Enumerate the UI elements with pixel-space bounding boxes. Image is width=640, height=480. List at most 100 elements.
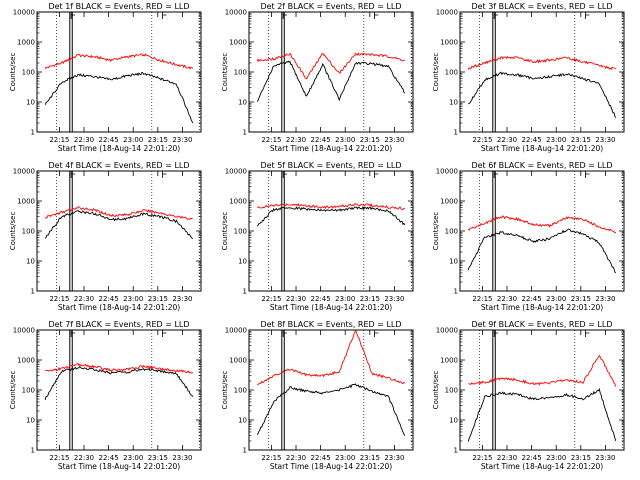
y-tick-label: 100 bbox=[234, 387, 247, 395]
y-tick-label: 10 bbox=[238, 99, 247, 107]
series-lld-line bbox=[256, 202, 405, 211]
x-tick-label: 23:30 bbox=[595, 136, 615, 144]
segment-marker bbox=[374, 329, 380, 337]
x-tick-label: 23:15 bbox=[571, 136, 591, 144]
y-tick-label: 10000 bbox=[436, 168, 458, 176]
x-tick-label: 23:15 bbox=[571, 454, 591, 462]
y-tick-label: 1 bbox=[31, 447, 35, 455]
x-tick-label: 23:00 bbox=[546, 454, 566, 462]
x-tick-label: 22:30 bbox=[497, 136, 517, 144]
y-tick-label: 100 bbox=[22, 387, 35, 395]
y-tick-label: 10000 bbox=[13, 327, 35, 335]
x-tick-label: 23:15 bbox=[360, 136, 380, 144]
x-tick-label: 23:15 bbox=[360, 295, 380, 303]
x-tick-label: 23:15 bbox=[360, 454, 380, 462]
segment-marker bbox=[493, 11, 500, 19]
x-tick-label: 22:15 bbox=[261, 295, 281, 303]
y-tick-label: 100 bbox=[445, 228, 458, 236]
y-axis-label: Counts/sec bbox=[432, 53, 440, 92]
segment-marker bbox=[162, 329, 168, 337]
y-tick-label: 10000 bbox=[436, 327, 458, 335]
y-axis-label: Counts/sec bbox=[9, 371, 17, 410]
x-tick-label: 22:30 bbox=[74, 454, 94, 462]
y-tick-label: 1 bbox=[243, 447, 247, 455]
segment-marker bbox=[493, 170, 500, 178]
y-tick-label: 10 bbox=[26, 99, 35, 107]
x-tick-label: 23:30 bbox=[384, 136, 404, 144]
x-tick-label: 23:00 bbox=[123, 136, 143, 144]
axes-frame bbox=[248, 11, 414, 133]
y-tick-label: 10 bbox=[26, 258, 35, 266]
segment-marker bbox=[70, 170, 77, 178]
y-tick-label: 1000 bbox=[440, 198, 458, 206]
y-tick-label: 1 bbox=[243, 288, 247, 296]
x-axis-label: Start Time (18-Aug-14 22:01:20) bbox=[270, 462, 392, 471]
y-tick-label: 1000 bbox=[229, 357, 247, 365]
y-tick-label: 1000 bbox=[17, 357, 35, 365]
series-events-line bbox=[467, 228, 617, 274]
x-axis-label: Start Time (18-Aug-14 22:01:20) bbox=[481, 144, 603, 153]
x-tick-label: 23:30 bbox=[172, 136, 192, 144]
series-lld-line bbox=[44, 206, 193, 220]
segment-marker bbox=[282, 329, 289, 337]
series-events-line bbox=[44, 209, 194, 240]
y-axis-label: Counts/sec bbox=[9, 53, 17, 92]
axes-frame bbox=[459, 170, 625, 292]
x-axis-label: Start Time (18-Aug-14 22:01:20) bbox=[270, 303, 392, 312]
segment-marker bbox=[374, 170, 380, 178]
x-tick-label: 23:00 bbox=[123, 295, 143, 303]
x-axis-label: Start Time (18-Aug-14 22:01:20) bbox=[58, 462, 180, 471]
y-tick-label: 10000 bbox=[225, 9, 247, 17]
series-lld-line bbox=[257, 329, 406, 386]
x-tick-label: 23:00 bbox=[123, 454, 143, 462]
x-tick-label: 22:15 bbox=[472, 295, 492, 303]
axes-frame bbox=[248, 170, 414, 292]
x-tick-label: 23:00 bbox=[335, 454, 355, 462]
x-tick-label: 23:00 bbox=[335, 295, 355, 303]
x-tick-label: 22:45 bbox=[99, 136, 119, 144]
series-events-line bbox=[44, 365, 194, 401]
series-lld-line bbox=[467, 215, 617, 234]
chart-title: Det 1f BLACK = Events, RED = LLD bbox=[48, 2, 189, 11]
series-events-line bbox=[256, 205, 406, 227]
x-tick-label: 22:30 bbox=[286, 136, 306, 144]
x-tick-label: 22:30 bbox=[74, 295, 94, 303]
chart-panel-7: Det 7f BLACK = Events, RED = LLD 1 10 100 10… bbox=[9, 320, 202, 471]
x-axis-label: Start Time (18-Aug-14 22:01:20) bbox=[481, 303, 603, 312]
y-tick-label: 10000 bbox=[225, 168, 247, 176]
x-tick-label: 22:15 bbox=[49, 295, 69, 303]
chart-panel-8: Det 8f BLACK = Events, RED = LLD 1 10 100 10… bbox=[221, 320, 414, 471]
chart-panel-1: Det 1f BLACK = Events, RED = LLD 1 10 100 10… bbox=[9, 2, 202, 153]
y-tick-label: 100 bbox=[234, 69, 247, 77]
chart-panel-3: Det 3f BLACK = Events, RED = LLD 1 10 100 10… bbox=[432, 2, 625, 153]
y-tick-label: 100 bbox=[22, 228, 35, 236]
series-lld-line bbox=[256, 52, 406, 80]
x-axis-label: Start Time (18-Aug-14 22:01:20) bbox=[58, 303, 180, 312]
chart-title: Det 6f BLACK = Events, RED = LLD bbox=[471, 161, 612, 170]
x-tick-label: 23:30 bbox=[595, 454, 615, 462]
x-tick-label: 22:30 bbox=[497, 454, 517, 462]
x-tick-label: 23:00 bbox=[335, 136, 355, 144]
y-tick-label: 10 bbox=[26, 417, 35, 425]
chart-panel-6: Det 6f BLACK = Events, RED = LLD 1 10 100 10… bbox=[432, 161, 625, 312]
y-tick-label: 1 bbox=[454, 447, 458, 455]
series-events-line bbox=[467, 71, 617, 118]
axes-frame bbox=[36, 170, 202, 292]
y-tick-label: 100 bbox=[22, 69, 35, 77]
y-tick-label: 10 bbox=[238, 417, 247, 425]
y-tick-label: 1 bbox=[31, 129, 35, 137]
y-tick-label: 1000 bbox=[440, 357, 458, 365]
x-tick-label: 23:15 bbox=[571, 295, 591, 303]
x-tick-label: 22:30 bbox=[286, 454, 306, 462]
x-tick-label: 22:15 bbox=[472, 136, 492, 144]
y-axis-label: Counts/sec bbox=[221, 212, 229, 251]
segment-marker bbox=[585, 329, 591, 337]
x-tick-label: 23:15 bbox=[148, 136, 168, 144]
x-tick-label: 22:45 bbox=[311, 136, 331, 144]
x-tick-label: 22:30 bbox=[74, 136, 94, 144]
x-tick-label: 23:30 bbox=[595, 295, 615, 303]
segment-marker bbox=[70, 329, 77, 337]
series-lld-line bbox=[468, 354, 617, 387]
segment-marker bbox=[585, 170, 591, 178]
